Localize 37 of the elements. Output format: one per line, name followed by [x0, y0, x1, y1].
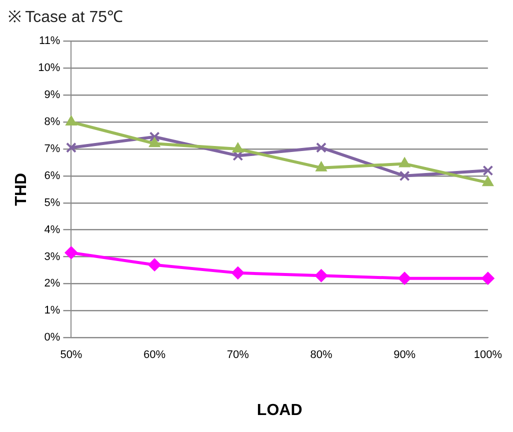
point: [148, 258, 162, 272]
point: [398, 157, 410, 168]
y-tick-label: 8%: [44, 116, 60, 128]
point: [148, 137, 160, 148]
y-tick-label: 3%: [44, 250, 60, 263]
x-tick-label: 80%: [310, 349, 332, 362]
chart-title: ※ Tcase at 75℃: [8, 9, 123, 26]
y-tick-label: 5%: [44, 196, 60, 209]
y-tick-label: 9%: [44, 89, 60, 102]
x-tick-label: 50%: [60, 349, 82, 362]
x-tick-label: 60%: [144, 349, 166, 362]
point: [316, 161, 327, 172]
x-axis-title: LOAD: [256, 402, 302, 419]
y-tick-label: 10%: [38, 62, 60, 74]
point: [482, 165, 494, 176]
y-tick-label: 2%: [44, 278, 60, 290]
point: [149, 132, 160, 142]
point: [399, 170, 410, 182]
point: [231, 266, 244, 280]
point: [398, 272, 412, 285]
x-tick-label: 90%: [394, 349, 416, 362]
y-tick-label: 11%: [39, 35, 60, 48]
y-tick-label: 1%: [44, 304, 60, 317]
point: [66, 116, 77, 126]
y-tick-label: 7%: [44, 143, 60, 156]
y-tick-label: 4%: [44, 224, 60, 236]
x-tick-label: 70%: [226, 349, 250, 362]
point: [482, 176, 494, 186]
y-axis-title: THD: [13, 172, 30, 206]
point: [66, 142, 76, 153]
y-tick-label: 0%: [44, 332, 60, 344]
point: [316, 142, 326, 153]
y-tick-label: 6%: [44, 170, 60, 182]
point: [481, 272, 494, 285]
point: [232, 142, 244, 152]
point: [314, 269, 328, 282]
x-tick-label: 100%: [474, 349, 502, 362]
